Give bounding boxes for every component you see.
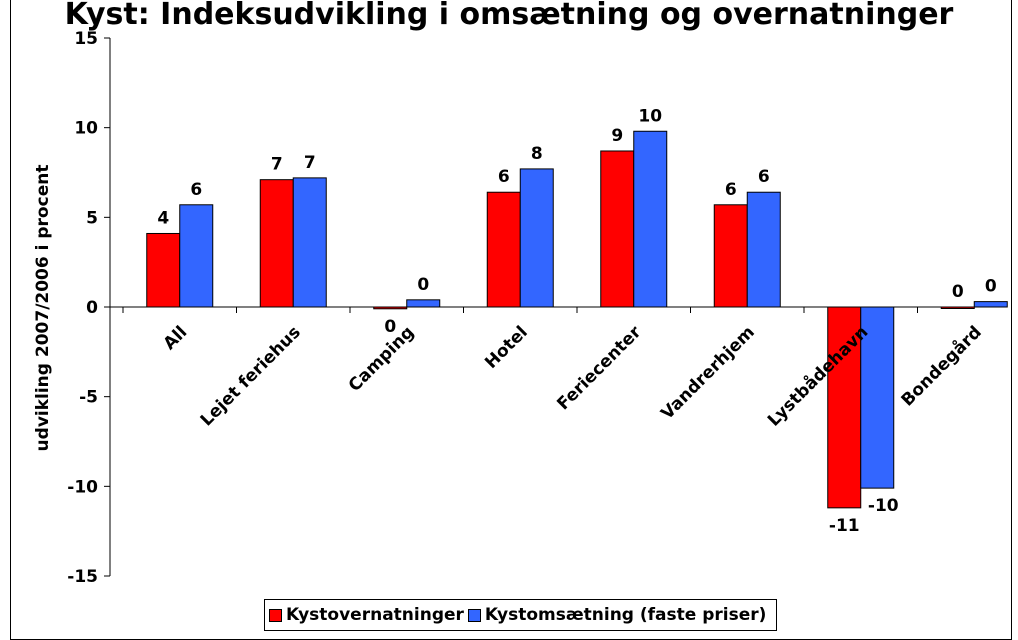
legend-swatch-series-2 (467, 608, 481, 622)
legend: Kystovernatninger Kystomsætning (faste p… (264, 599, 778, 631)
legend-item-series-1: Kystovernatninger (269, 605, 464, 625)
category-label: Feriecenter (553, 322, 645, 414)
category-label: Bondegård (896, 321, 986, 411)
data-label-series-2: 0 (417, 275, 429, 295)
data-label-series-2: 6 (190, 180, 202, 200)
data-label-series-1: 6 (725, 180, 737, 200)
category-label: Lejet feriehus (197, 322, 305, 430)
value-labels: 4 6 7 7 0 0 6 8 9 10 6 6 -11 -10 0 0 (157, 106, 997, 536)
data-label-series-2: 7 (304, 153, 316, 173)
y-tick-label: 5 (86, 208, 98, 228)
data-label-series-1: 7 (271, 155, 283, 175)
bar-series-2 (973, 301, 1008, 308)
category-label: All (160, 322, 192, 354)
data-label-series-2: 8 (531, 144, 543, 164)
y-tick-label: 15 (74, 29, 98, 49)
legend-swatch-series-1 (269, 608, 282, 622)
category-label: Camping (345, 322, 418, 395)
data-label-series-1: 0 (384, 317, 396, 337)
x-axis (110, 306, 1000, 313)
data-label-series-1: 4 (157, 208, 169, 228)
data-label-series-1: 6 (498, 167, 510, 187)
legend-item-series-2: Kystomsætning (faste priser) (467, 605, 767, 625)
legend-label-series-1: Kystovernatninger (286, 605, 464, 625)
bar-series-1 (486, 191, 521, 308)
data-label-series-1: 0 (952, 282, 964, 302)
y-tick-label: -5 (79, 388, 98, 408)
legend-label-series-2: Kystomsætning (faste priser) (484, 605, 767, 625)
y-tick-label: 0 (86, 298, 98, 318)
bar-series-1 (827, 306, 862, 509)
bar-series-2 (746, 191, 781, 308)
y-tick-label: -15 (67, 567, 98, 587)
chart-title: Kyst: Indeksudvikling i omsætning og ove… (65, 0, 954, 32)
data-label-series-2: 10 (638, 106, 662, 126)
data-label-series-1: 9 (611, 126, 623, 146)
bar-series-2 (860, 306, 895, 489)
data-label-series-2: 0 (985, 277, 997, 297)
y-axis: 15 10 5 0 -5 -10 -15 (67, 29, 111, 587)
bar-series-2 (406, 299, 441, 308)
category-label: Vandrerhjem (657, 322, 758, 423)
bar-series-2 (292, 177, 327, 308)
category-label: Hotel (481, 322, 531, 372)
bar-series-2 (519, 168, 554, 308)
bar-series-1 (600, 150, 635, 308)
data-label-series-2: 6 (758, 167, 770, 187)
bar-series-1 (259, 179, 294, 308)
data-label-series-1: -11 (829, 516, 860, 536)
y-tick-label: -10 (67, 477, 98, 497)
y-tick-label: 10 (74, 119, 98, 139)
data-label-series-2: -10 (868, 496, 899, 516)
bars-group (146, 130, 1008, 509)
bar-series-1 (146, 232, 181, 308)
bar-series-2 (633, 130, 668, 308)
bar-series-1 (713, 204, 748, 308)
bar-series-2 (179, 204, 214, 308)
y-axis-label: udvikling 2007/2006 i procent (33, 165, 53, 452)
